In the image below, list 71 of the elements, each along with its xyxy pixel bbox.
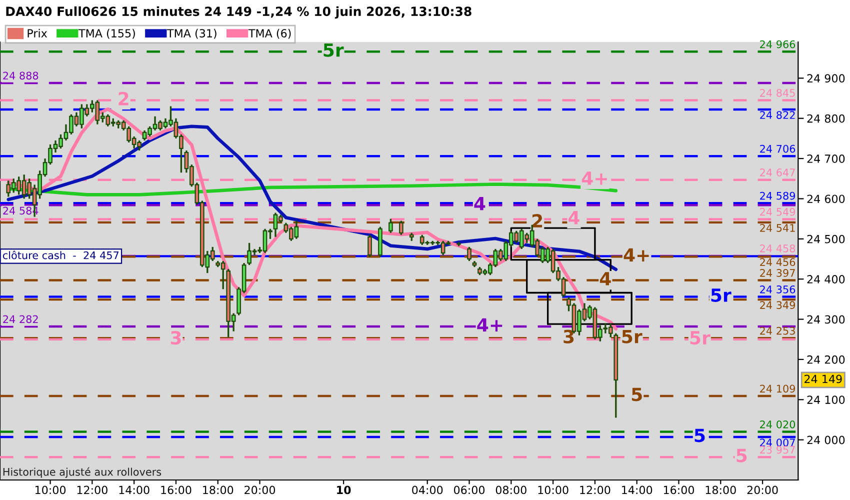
annotation: 5r	[711, 288, 732, 302]
annotation: 5	[632, 388, 642, 402]
x-tick-label: 18:00	[203, 486, 234, 494]
x-tick-label: 10	[337, 486, 351, 494]
ref-line-label: 24 253	[760, 326, 795, 335]
y-tick-label: 24 800	[807, 114, 845, 123]
ref-line-label: 24 706	[760, 144, 796, 153]
ref-line-label: 24 822	[760, 111, 795, 119]
annotation: 4+	[582, 172, 607, 185]
annotation: 3	[170, 330, 181, 345]
ref-line-label: 24 456	[760, 258, 796, 266]
y-tick-label: 24 500	[807, 234, 845, 244]
legend-label: TMA (31)	[166, 28, 216, 39]
x-tick-label: 18:00	[706, 486, 736, 494]
ref-line-label: 24 966	[760, 40, 796, 48]
annotation: Historique ajusté aux rollovers	[3, 467, 162, 478]
x-tick-label: 14:00	[119, 486, 150, 494]
annotation: 5r	[622, 330, 642, 344]
ref-line-label: 24 109	[760, 384, 796, 393]
x-tick-label: 20:00	[747, 486, 778, 494]
ref-line-label: 24 458	[760, 244, 796, 252]
x-tick-label: 06:00	[454, 486, 485, 494]
ref-line-label: 24 541	[760, 224, 795, 232]
y-tick-label: 24 100	[807, 396, 845, 404]
legend-label: TMA (155)	[78, 28, 135, 39]
y-tick-label: 24 600	[807, 194, 845, 204]
annotation: 4	[474, 196, 486, 210]
annotation: 3	[564, 330, 574, 344]
ref-line-label: 24 647	[760, 168, 795, 176]
ref-line-label: 24 589	[760, 192, 796, 200]
annotation: 5	[694, 428, 705, 442]
text: 24 149	[804, 374, 842, 384]
ref-line-label: 23 957	[760, 446, 795, 454]
x-tick-label: 14:00	[622, 486, 652, 494]
x-tick-label: 16:00	[664, 486, 694, 494]
x-tick-label: 10:00	[538, 486, 568, 494]
annotation: 5	[736, 448, 747, 462]
ref-line-label: 24 007	[760, 438, 795, 446]
y-tick-label: 24 400	[807, 275, 845, 284]
ref-line-label: 24 356	[760, 285, 796, 294]
annotation: 4+	[477, 318, 502, 332]
x-tick-label: 04:00	[412, 486, 443, 494]
x-tick-label: 16:00	[161, 486, 192, 494]
ref-line-label: 24 888	[3, 72, 38, 80]
annotation: 5r	[690, 331, 710, 345]
legend-label: Prix	[28, 28, 48, 38]
annotation: 2	[118, 92, 128, 106]
y-tick-label: 24 900	[807, 74, 845, 83]
annotation: 2	[532, 214, 542, 228]
annotation: 4	[600, 272, 611, 286]
y-tick-label: 24 700	[807, 154, 845, 163]
y-tick-label: 24 200	[807, 355, 845, 364]
annotation: 4+	[624, 248, 649, 262]
ref-line-label: 24 397	[760, 269, 795, 277]
y-tick-label: 24 000	[807, 436, 845, 444]
ref-line-label: 24 845	[760, 88, 795, 97]
annotation: 5r	[324, 43, 344, 57]
x-tick-label: 12:00	[77, 486, 108, 494]
x-tick-label: 10:00	[35, 486, 66, 494]
ref-line-label: 24 549	[760, 208, 796, 216]
annotation: 4	[568, 211, 580, 224]
y-tick-label: 24 300	[807, 315, 845, 324]
x-tick-label: 12:00	[580, 486, 610, 494]
chart-title: DAX40 Full0626 15 minutes 24 149 -1,24 % 10 juin 2026, 13:10:38	[6, 6, 472, 19]
ref-line-label: clôture cash - 24 457	[2, 250, 119, 260]
ref-line-label: 24 349	[760, 301, 796, 310]
x-tick-label: 08:00	[496, 486, 526, 494]
ref-line-label: 24 282	[3, 315, 38, 324]
ref-line-label: 24 020	[760, 420, 796, 428]
x-tick-label: 20:00	[244, 486, 276, 494]
legend-label: TMA (6)	[248, 28, 291, 39]
